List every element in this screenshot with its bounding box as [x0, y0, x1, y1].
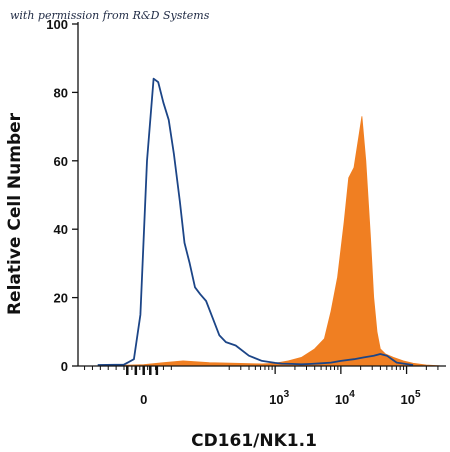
y-tick-label: 80 [54, 85, 68, 100]
y-tick-label: 40 [54, 222, 68, 237]
y-tick-label: 20 [54, 291, 68, 306]
x-tick-label: 0 [140, 392, 147, 407]
y-axis-ticks: 0 20 40 60 80 100 [46, 17, 78, 374]
y-axis-title: Relative Cell Number [5, 112, 25, 315]
x-axis-ticks: 0 103 104 105 [140, 366, 421, 407]
x-axis-title: CD161/NK1.1 [191, 431, 317, 451]
x-tick-label: 105 [401, 389, 421, 407]
x-tick-label: 103 [269, 389, 289, 407]
series-isotype-line [97, 77, 414, 366]
y-tick-label: 60 [54, 154, 68, 169]
y-tick-label: 100 [46, 17, 68, 32]
x-axis-minor-ticks [84, 366, 439, 375]
x-tick-label: 104 [335, 389, 355, 407]
watermark-text: with permission from R&D Systems [10, 9, 210, 22]
series-layer [97, 77, 440, 367]
y-tick-label: 0 [61, 359, 68, 374]
series-stained-area [123, 116, 440, 367]
